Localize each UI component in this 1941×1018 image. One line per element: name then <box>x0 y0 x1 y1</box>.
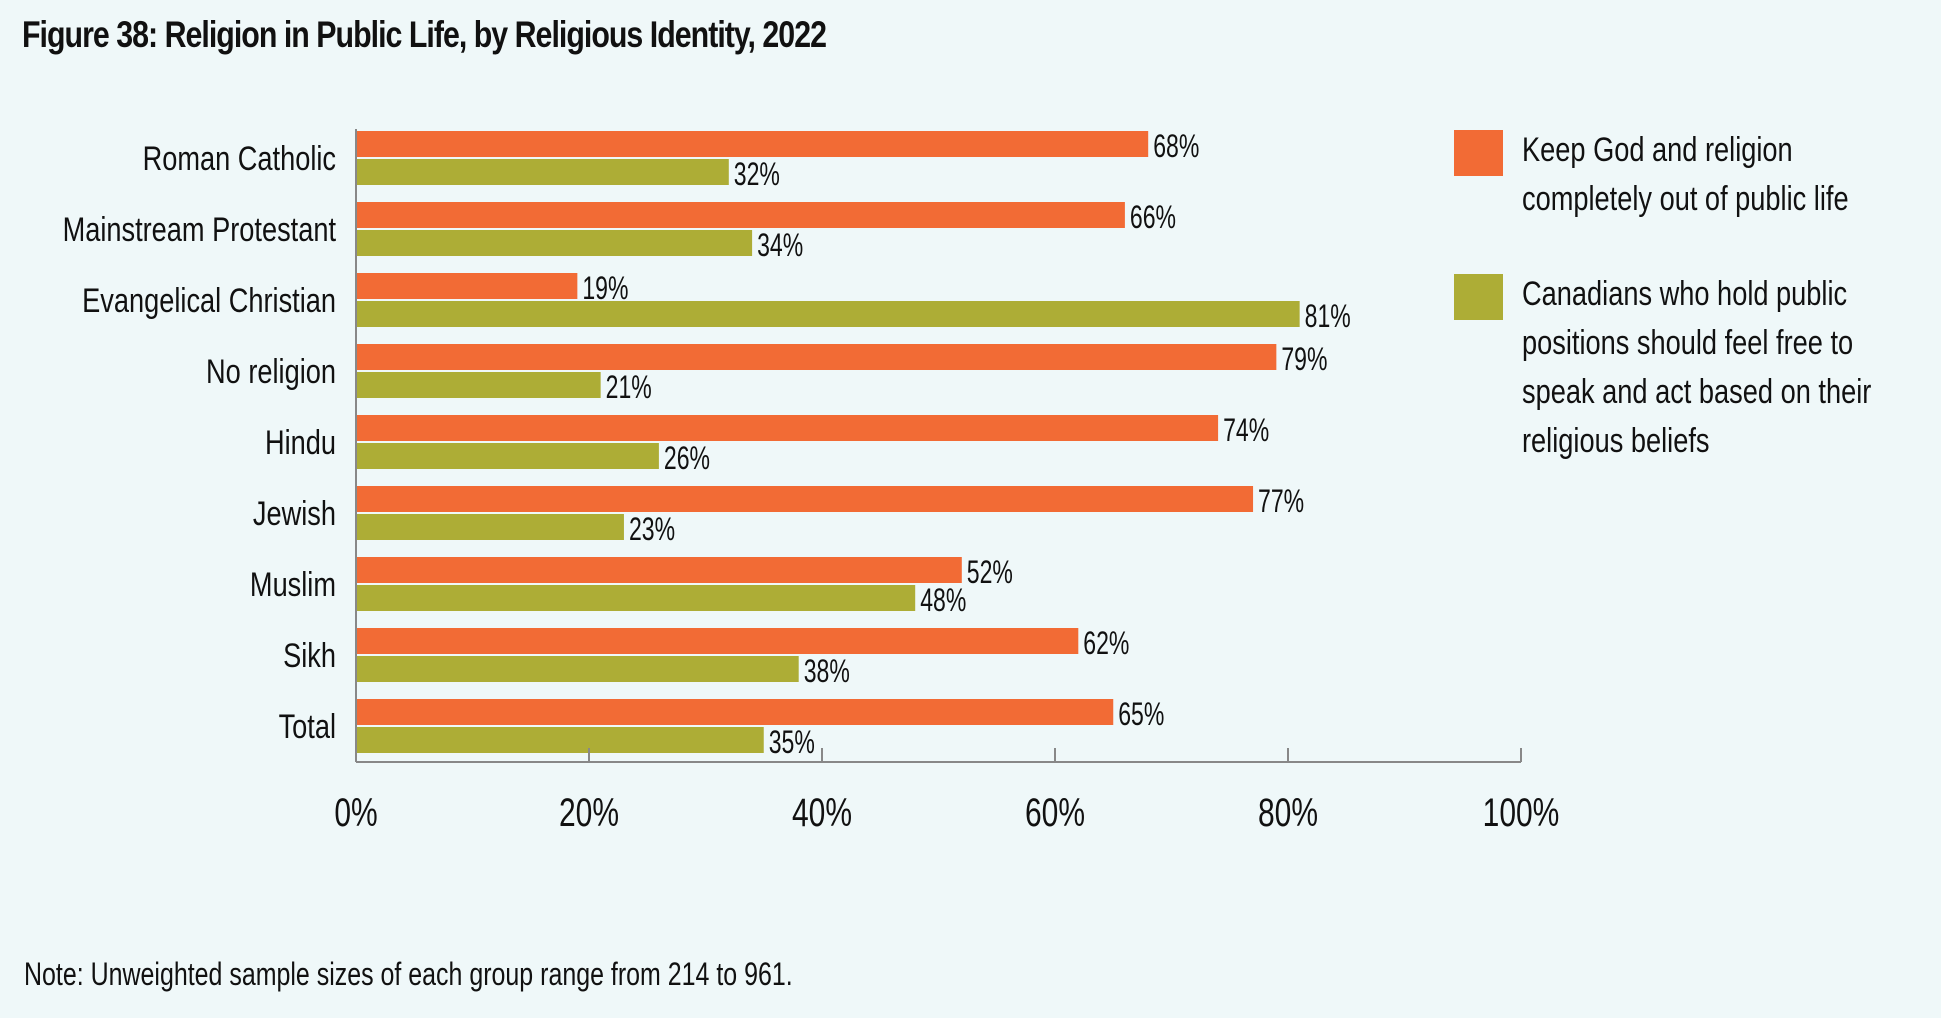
chart-note: Note: Unweighted sample sizes of each gr… <box>24 956 793 992</box>
bar-series2 <box>356 585 916 611</box>
bar-series1 <box>356 273 578 299</box>
data-label: 21% <box>606 369 652 405</box>
chart-title: Figure 38: Religion in Public Life, by R… <box>22 14 827 55</box>
bar-series2 <box>356 159 729 185</box>
data-label: 81% <box>1305 298 1351 334</box>
x-tick-label: 0% <box>334 791 377 835</box>
category-label: Mainstream Protestant <box>63 210 337 249</box>
bar-series2 <box>356 372 601 398</box>
legend-swatch-olive <box>1454 274 1503 320</box>
bar-series1 <box>356 557 962 583</box>
data-label: 35% <box>769 724 815 760</box>
category-label: Hindu <box>265 423 336 462</box>
bar-series1 <box>356 628 1079 654</box>
data-label: 52% <box>967 554 1013 590</box>
data-label: 19% <box>582 270 628 306</box>
data-label: 74% <box>1223 412 1269 448</box>
bar-series1 <box>356 344 1277 370</box>
legend-label: Keep God and religion completely out of … <box>1522 131 1849 218</box>
x-tick-label: 60% <box>1025 791 1085 835</box>
bar-series2 <box>356 443 659 469</box>
legend-swatch-orange <box>1454 130 1503 176</box>
bar-series2 <box>356 301 1300 327</box>
data-label: 32% <box>734 156 780 192</box>
category-label: Evangelical Christian <box>82 281 336 320</box>
data-label: 79% <box>1281 341 1327 377</box>
bar-series1 <box>356 486 1254 512</box>
bar-series2 <box>356 514 624 540</box>
bar-series2 <box>356 230 753 256</box>
data-label: 68% <box>1153 128 1199 164</box>
category-label: Total <box>279 707 336 746</box>
data-label: 26% <box>664 440 710 476</box>
bar-series2 <box>356 656 799 682</box>
data-label: 62% <box>1083 625 1129 661</box>
bar-series1 <box>356 415 1219 441</box>
bar-series2 <box>356 727 764 753</box>
x-tick-label: 100% <box>1483 791 1560 835</box>
bar-series1 <box>356 699 1114 725</box>
legend-label: Canadians who hold public positions shou… <box>1522 275 1872 460</box>
data-label: 77% <box>1258 483 1304 519</box>
data-label: 34% <box>757 227 803 263</box>
category-label: No religion <box>206 352 336 391</box>
category-label: Muslim <box>250 565 336 604</box>
data-label: 66% <box>1130 199 1176 235</box>
data-label: 65% <box>1118 696 1164 732</box>
legend-item-series1: Keep God and religion completely out of … <box>1454 126 1941 224</box>
data-label: 38% <box>804 653 850 689</box>
bar-series1 <box>356 202 1125 228</box>
category-label: Sikh <box>283 636 336 675</box>
data-label: 48% <box>920 582 966 618</box>
x-tick-label: 40% <box>792 791 852 835</box>
bar-series1 <box>356 131 1149 157</box>
legend-item-series2: Canadians who hold public positions shou… <box>1454 270 1941 466</box>
data-label: 23% <box>629 511 675 547</box>
legend: Keep God and religion completely out of … <box>1454 126 1941 512</box>
x-tick-label: 80% <box>1258 791 1318 835</box>
category-label: Jewish <box>253 494 336 533</box>
x-tick-label: 20% <box>559 791 619 835</box>
category-label: Roman Catholic <box>143 139 336 178</box>
